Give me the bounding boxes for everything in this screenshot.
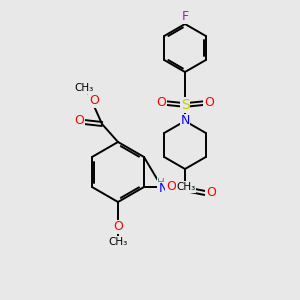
Text: O: O — [206, 187, 216, 200]
Text: CH₃: CH₃ — [74, 83, 94, 93]
Text: S: S — [181, 98, 189, 112]
Text: CH₃: CH₃ — [176, 182, 196, 192]
Text: O: O — [204, 95, 214, 109]
Text: N: N — [180, 115, 190, 128]
Text: N: N — [158, 182, 168, 196]
Text: O: O — [89, 94, 99, 107]
Text: H: H — [157, 178, 165, 188]
Text: O: O — [74, 115, 84, 128]
Text: CH₃: CH₃ — [108, 237, 128, 247]
Text: O: O — [156, 95, 166, 109]
Text: F: F — [182, 11, 189, 23]
Text: O: O — [166, 181, 176, 194]
Text: O: O — [113, 220, 123, 233]
